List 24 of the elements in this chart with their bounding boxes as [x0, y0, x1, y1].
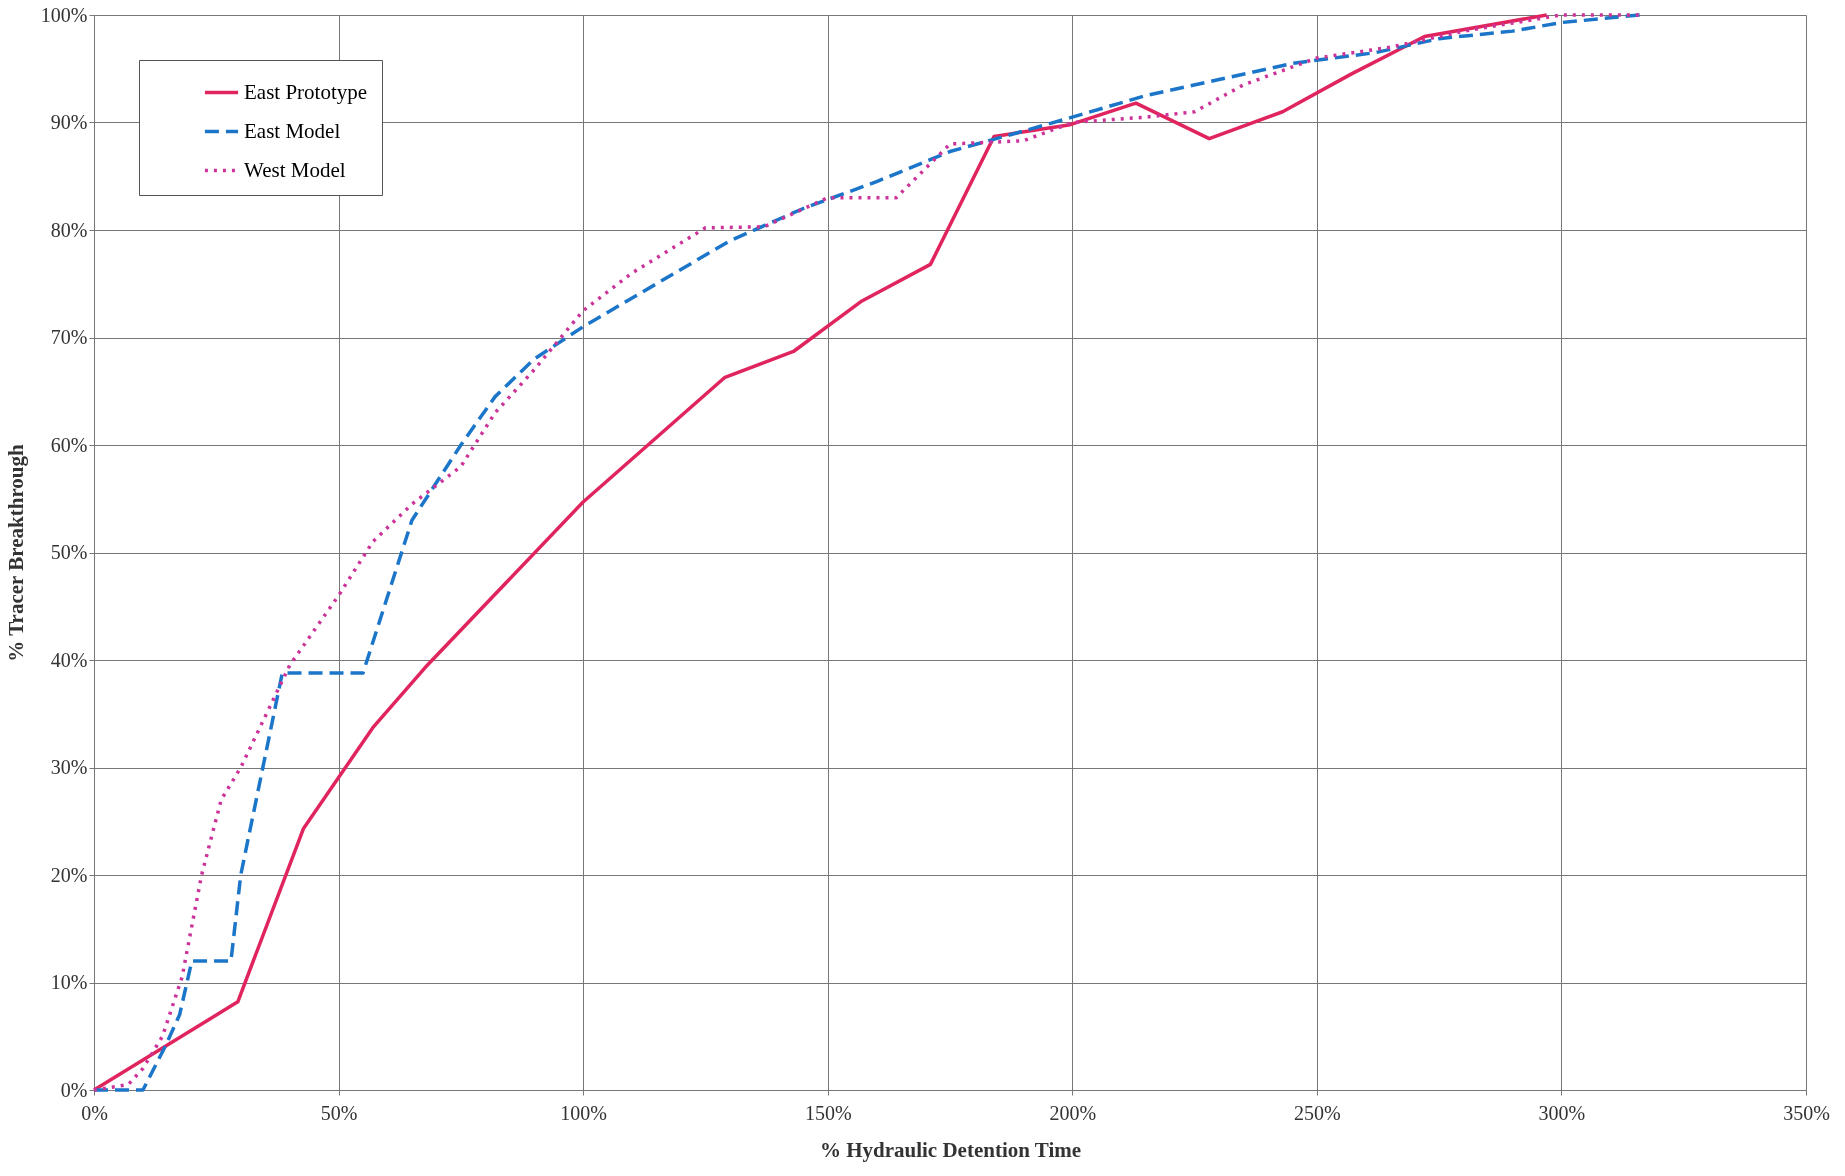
y-tick-label: 40% [50, 648, 88, 671]
x-tick-label: 100% [560, 1101, 607, 1124]
y-tick-label: 70% [50, 326, 88, 348]
x-tick-label: 50% [320, 1101, 358, 1124]
y-tick-label: 50% [50, 541, 88, 563]
x-tick-label: 350% [1783, 1101, 1830, 1124]
x-tick-label: 150% [804, 1101, 852, 1124]
y-tick-label: 0% [60, 1078, 88, 1101]
legend-label: West Model [244, 157, 346, 182]
x-tick-label: 200% [1049, 1101, 1097, 1124]
y-axis-title: % Tracer Breakthrough [3, 443, 28, 662]
legend-label: East Prototype [244, 79, 368, 104]
x-tick-label: 0% [81, 1101, 108, 1124]
y-tick-label: 90% [50, 111, 88, 133]
y-tick-label: 60% [50, 433, 88, 456]
y-tick-label: 80% [50, 218, 88, 241]
x-axis-title: % Hydraulic Detention Time [819, 1137, 1082, 1162]
legend-label: East Model [244, 118, 341, 143]
y-tick-label: 20% [50, 863, 88, 886]
x-tick-label: 300% [1538, 1101, 1586, 1124]
y-tick-label: 10% [50, 971, 88, 993]
y-tick-label: 30% [50, 756, 88, 778]
x-tick-label: 250% [1294, 1101, 1341, 1124]
y-tick-label: 100% [40, 3, 88, 26]
